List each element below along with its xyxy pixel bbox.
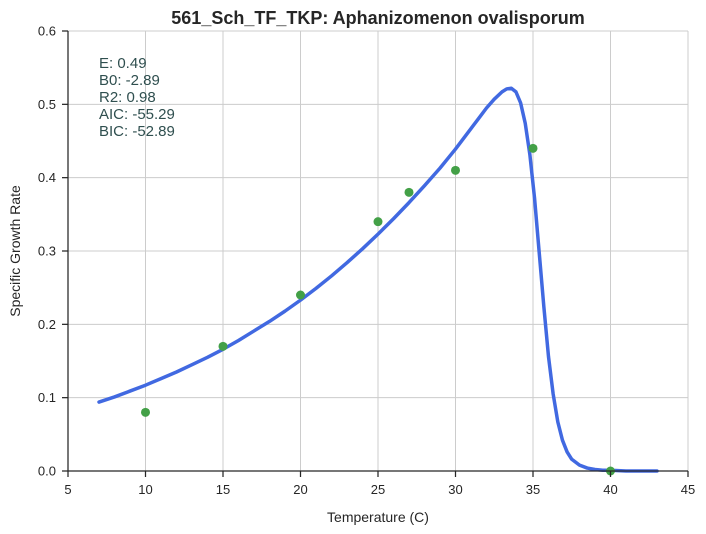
stat-e: E: 0.49	[99, 55, 147, 72]
data-point	[141, 407, 150, 417]
x-tick-label: 45	[681, 482, 695, 497]
stat-b0: B0: -2.89	[99, 72, 160, 89]
x-tick-label: 20	[293, 482, 307, 497]
stat-r2: R2: 0.98	[99, 89, 156, 106]
y-tick-label: 0.2	[38, 317, 56, 332]
data-point	[528, 143, 538, 153]
stat-bic: BIC: -52.89	[99, 123, 175, 140]
x-axis-label: Temperature (C)	[327, 509, 429, 525]
y-tick-label: 0.0	[38, 464, 56, 479]
fit-curve	[97, 86, 659, 473]
data-point	[296, 290, 305, 300]
data-point	[373, 217, 383, 227]
y-tick-label: 0.1	[38, 390, 56, 405]
y-tick-label: 0.6	[38, 24, 56, 39]
x-tick-label: 25	[371, 482, 385, 497]
y-tick-label: 0.5	[38, 97, 56, 112]
fit-curve-layer	[97, 86, 659, 473]
x-tick-label: 35	[526, 482, 540, 497]
x-tick-label: 15	[216, 482, 230, 497]
x-tick-label: 40	[603, 482, 617, 497]
data-point	[404, 187, 414, 197]
y-axis-label: Specific Growth Rate	[7, 185, 23, 317]
data-point	[218, 341, 228, 351]
y-tick-label: 0.4	[38, 170, 56, 185]
y-tick-label: 0.3	[38, 244, 56, 259]
chart-title: 561_Sch_TF_TKP: Aphanizomenon ovalisporu…	[171, 8, 584, 28]
x-tick-label: 10	[138, 482, 152, 497]
fit-stats: E: 0.49 B0: -2.89 R2: 0.98 AIC: -55.29 B…	[99, 55, 175, 140]
x-tick-label: 5	[64, 482, 71, 497]
data-point	[451, 165, 460, 175]
grid	[67, 30, 689, 472]
stat-aic: AIC: -55.29	[99, 106, 175, 123]
ticks: 5 10 15 20 25 30 35 40 45 0.0 0.1 0.2 0.3 0.4 0.5 0.6	[38, 24, 695, 498]
x-tick-label: 30	[448, 482, 462, 497]
